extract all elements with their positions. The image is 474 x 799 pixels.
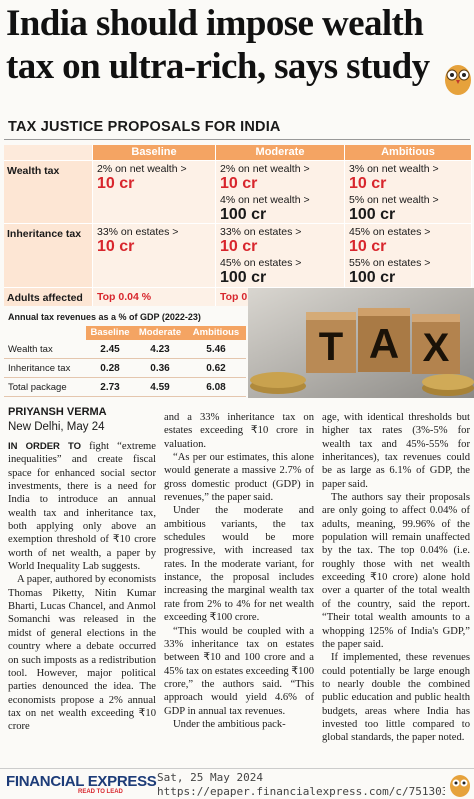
tagline: READ TO LEAD xyxy=(78,789,123,795)
rate: 5% on net wealth > xyxy=(349,194,439,206)
infographic-title: TAX JUSTICE PROPOSALS FOR INDIA xyxy=(8,119,281,135)
adults-cell: Top 0.04 % xyxy=(93,288,215,306)
byline: PRIYANSH VERMA xyxy=(8,406,107,418)
value: 4.59 xyxy=(134,379,186,397)
footer-url: https://epaper.financialexpress.com/c/75… xyxy=(157,785,445,798)
cell: 3% on net wealth >10 cr 5% on net wealth … xyxy=(345,161,471,223)
column-header: Ambitious xyxy=(186,326,246,340)
paragraph-text: fight “extreme inequalities” and create … xyxy=(8,441,156,573)
photo-letter: A xyxy=(369,320,399,367)
rate: 45% on estates > xyxy=(349,226,431,238)
photo: T A X xyxy=(248,288,474,398)
paragraph-text: Under the moderate and ambitious variant… xyxy=(164,505,314,624)
value: 6.08 xyxy=(186,379,246,397)
rate: 33% on estates > xyxy=(220,226,302,238)
paragraph: IN ORDER TO fight “extreme inequalities”… xyxy=(8,440,156,573)
column-header: Moderate xyxy=(134,326,186,340)
dateline: New Delhi, May 24 xyxy=(8,421,105,433)
amount: 10 cr xyxy=(349,238,387,255)
amount: 100 cr xyxy=(220,206,267,223)
owl-icon xyxy=(445,65,471,95)
amount: 100 cr xyxy=(349,206,396,223)
paragraph-text: If implemented, these revenues could pot… xyxy=(322,652,470,744)
value: 0.28 xyxy=(86,360,134,378)
rate: 4% on net wealth > xyxy=(220,194,310,206)
paragraph: Under the moderate and ambitious variant… xyxy=(164,504,314,624)
paragraph: A paper, authored by economists Thomas P… xyxy=(8,573,156,733)
cell: 2% on net wealth >10 cr 4% on net wealth … xyxy=(216,161,344,223)
value: 2.73 xyxy=(86,379,134,397)
lead-in: IN ORDER TO xyxy=(8,441,81,452)
column-header: Moderate xyxy=(216,145,344,160)
row-label: Inheritance tax xyxy=(4,360,86,378)
amount: 10 cr xyxy=(349,175,387,192)
paragraph-text: age, with identical thresholds but highe… xyxy=(322,412,470,490)
rate: 3% on net wealth > xyxy=(349,163,439,175)
row-label: Total package xyxy=(4,379,86,397)
paragraph: “As per our estimates, this alone would … xyxy=(164,451,314,504)
paragraph-text: A paper, authored by economists Thomas P… xyxy=(8,574,156,733)
cell: 33% on estates >10 cr 45% on estates >100… xyxy=(216,224,344,287)
column-header: Baseline xyxy=(86,326,134,340)
brand: FINANCIAL EXPRESS xyxy=(6,773,157,790)
rate: 55% on estates > xyxy=(349,257,431,269)
paragraph-text: “As per our estimates, this alone would … xyxy=(164,452,314,504)
rate: 2% on net wealth > xyxy=(220,163,310,175)
cube xyxy=(358,308,410,372)
article-column: and a 33% inheritance tax on estates exc… xyxy=(164,411,314,731)
amount: 10 cr xyxy=(97,238,135,255)
amount: 100 cr xyxy=(349,269,396,286)
revenue-title: Annual tax revenues as a % of GDP (2022-… xyxy=(8,312,201,322)
proposal-grid: Baseline Moderate Ambitious Wealth tax 2% on… xyxy=(4,145,472,306)
amount: 10 cr xyxy=(220,238,258,255)
paragraph: and a 33% inheritance tax on estates exc… xyxy=(164,411,314,451)
cell: 45% on estates >10 cr 55% on estates >100… xyxy=(345,224,471,287)
header-cell xyxy=(4,145,92,160)
header-cell xyxy=(4,326,86,340)
amount: 10 cr xyxy=(97,175,135,192)
paragraph-text: and a 33% inheritance tax on estates exc… xyxy=(164,412,314,450)
value: 2.45 xyxy=(86,341,134,359)
paragraph-text: The authors say their proposals are only… xyxy=(322,492,470,650)
paragraph: If implemented, these revenues could pot… xyxy=(322,651,470,744)
rate: 2% on net wealth > xyxy=(97,163,187,175)
rule xyxy=(4,139,470,140)
footer-date: Sat, 25 May 2024 xyxy=(157,771,263,784)
amount: 10 cr xyxy=(220,175,258,192)
value: 0.62 xyxy=(186,360,246,378)
rate: 45% on estates > xyxy=(220,257,302,269)
paragraph-text: Under the ambitious pack- xyxy=(173,718,286,730)
headline: India should impose wealth tax on ultra-… xyxy=(6,3,430,87)
paragraph-text: “This would be coupled with a 33% inheri… xyxy=(164,625,315,717)
column-header: Baseline xyxy=(93,145,215,160)
paragraph: Under the ambitious pack- xyxy=(164,718,314,731)
article-column: IN ORDER TO fight “extreme inequalities”… xyxy=(8,440,156,734)
rule xyxy=(0,768,474,769)
row-label: Inheritance tax xyxy=(4,224,92,287)
value: 0.36 xyxy=(134,360,186,378)
column-header: Ambitious xyxy=(345,145,471,160)
revenue-table: Baseline Moderate Ambitious Wealth tax 2.45 4… xyxy=(4,326,246,397)
cell: 2% on net wealth >10 cr xyxy=(93,161,215,223)
owl-icon xyxy=(450,775,470,797)
amount: 100 cr xyxy=(220,269,267,286)
article-column: age, with identical thresholds but highe… xyxy=(322,411,470,745)
cell: 33% on estates >10 cr xyxy=(93,224,215,287)
paragraph: age, with identical thresholds but highe… xyxy=(322,411,470,491)
cube xyxy=(412,314,460,374)
value: 5.46 xyxy=(186,341,246,359)
value: 4.23 xyxy=(134,341,186,359)
paragraph: “This would be coupled with a 33% inheri… xyxy=(164,625,314,718)
row-label: Wealth tax xyxy=(4,341,86,359)
rate: 33% on estates > xyxy=(97,226,179,238)
photo-letter: X xyxy=(423,326,450,370)
row-label: Adults affected xyxy=(4,288,92,306)
cube xyxy=(306,312,356,373)
photo-letter: T xyxy=(319,325,343,369)
paragraph: The authors say their proposals are only… xyxy=(322,491,470,651)
row-label: Wealth tax xyxy=(4,161,92,223)
